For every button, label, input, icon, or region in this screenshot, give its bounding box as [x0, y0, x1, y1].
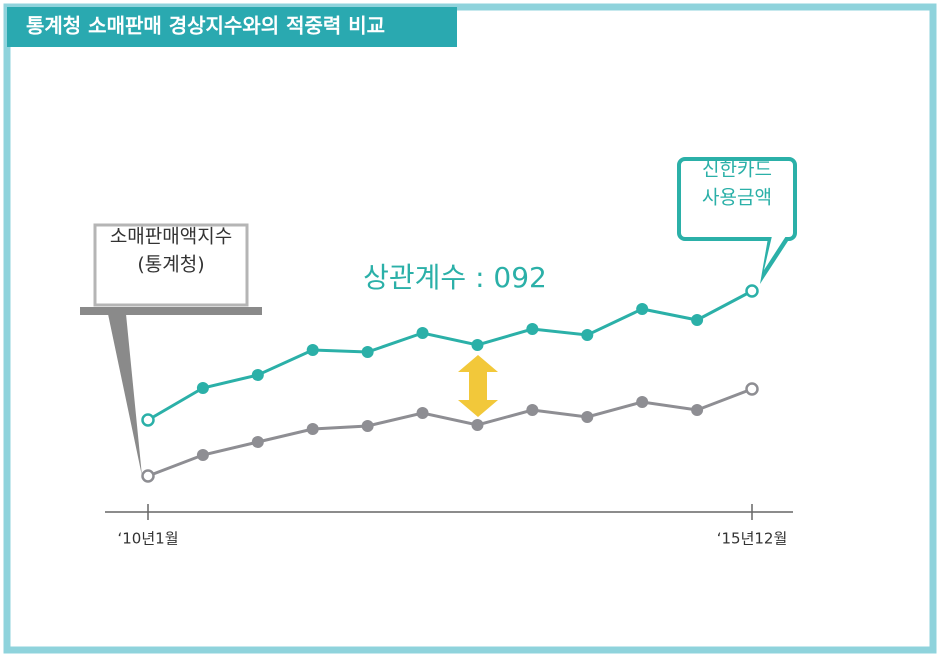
data-point	[581, 411, 594, 423]
gray-callout	[80, 223, 262, 476]
frame	[3, 3, 937, 654]
chart-title: 통계청 소매판매 경상지수와의 적중력 비교	[26, 14, 385, 38]
data-point	[141, 469, 155, 483]
callout-label: (통계청)	[137, 254, 204, 276]
x-tick-label: ‘15년12월	[717, 530, 788, 548]
data-point	[471, 419, 484, 431]
double-arrow	[458, 355, 498, 417]
data-point	[416, 327, 429, 339]
data-point	[636, 396, 649, 408]
data-point	[196, 449, 209, 461]
data-point	[526, 323, 539, 335]
title-box	[7, 7, 457, 47]
teal-callout	[677, 157, 797, 284]
series-line	[147, 289, 753, 422]
callout-label: 신한카드	[702, 159, 772, 181]
data-point	[306, 423, 319, 435]
data-point	[745, 382, 759, 396]
data-point	[361, 420, 374, 432]
data-point	[251, 436, 264, 448]
data-point	[471, 339, 484, 351]
data-point	[361, 346, 374, 358]
data-point	[691, 404, 704, 416]
callout-label: 사용금액	[702, 187, 772, 209]
series-line	[147, 387, 753, 478]
annotation: 상관계수 : 092	[363, 261, 547, 294]
data-point	[141, 413, 155, 427]
data-point	[745, 284, 759, 298]
data-point	[636, 303, 649, 315]
data-point	[196, 382, 209, 394]
x-tick-label: ‘10년1월	[118, 530, 179, 548]
data-point	[306, 344, 319, 356]
data-point	[251, 369, 264, 381]
data-point	[416, 407, 429, 419]
data-point	[691, 314, 704, 326]
data-point	[526, 404, 539, 416]
callout-label: 소매판매액지수	[110, 226, 232, 248]
data-point	[581, 329, 594, 341]
